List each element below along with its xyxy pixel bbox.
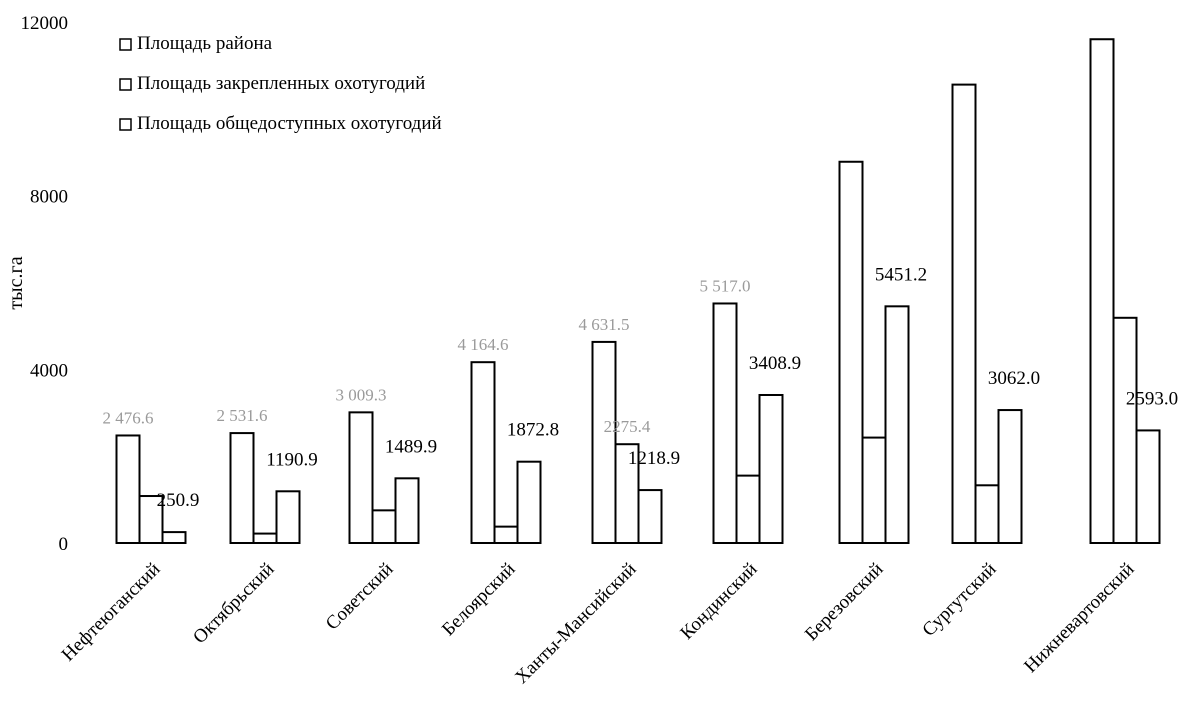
data-label-3-1: 250.9 xyxy=(157,490,200,511)
data-label-2-5: 2275.4 xyxy=(604,417,651,436)
bar-2-1 xyxy=(138,495,164,544)
bars xyxy=(115,38,1161,545)
category-label: Нефтеюганский xyxy=(58,559,165,666)
bar-2-3 xyxy=(371,509,397,545)
bar-3-4 xyxy=(516,460,542,544)
category-label: Нижневартовский xyxy=(1020,559,1138,677)
category-label: Сургутский xyxy=(918,559,1000,641)
data-label-3-6: 3408.9 xyxy=(749,353,801,374)
data-label-1-1: 2 476.6 xyxy=(103,408,154,427)
legend-label: Площадь общедоступных охотугодий xyxy=(137,113,442,134)
data-labels: 2 476.6 250.9 2 531.6 1190.9 3 009.3 1489.9 4 … xyxy=(103,264,1179,511)
bar-3-6 xyxy=(758,393,784,544)
category-labels: Нефтеюганский Октябрьский Советский Белоярс… xyxy=(58,559,1139,688)
data-label-3-3: 1489.9 xyxy=(385,436,437,457)
bar-3-7 xyxy=(884,305,910,544)
data-label-1-2: 2 531.6 xyxy=(217,406,268,425)
data-label-1-5: 4 631.5 xyxy=(579,315,630,334)
bar-1-9 xyxy=(1089,38,1115,544)
category-label: Кондинский xyxy=(676,559,761,644)
data-label-3-4: 1872.8 xyxy=(507,420,559,441)
bar-2-6 xyxy=(735,474,761,545)
bar-3-8 xyxy=(997,409,1023,544)
data-label-3-8: 3062.0 xyxy=(988,368,1040,389)
bar-3-1 xyxy=(161,531,187,544)
data-label-3-2: 1190.9 xyxy=(266,449,318,470)
bar-2-2 xyxy=(252,532,278,545)
bar-3-5 xyxy=(637,489,663,545)
y-tick-label: 12000 xyxy=(21,13,69,34)
bar-1-7 xyxy=(838,160,864,545)
category-label: Белоярский xyxy=(438,559,519,640)
bar-1-6 xyxy=(712,302,738,544)
category-label: Ханты-Мансийский xyxy=(511,559,640,688)
bar-1-1 xyxy=(115,434,141,544)
bar-3-3 xyxy=(394,477,420,544)
y-tick-label: 4000 xyxy=(30,360,68,381)
legend-label: Площадь закрепленных охотугодий xyxy=(137,73,425,94)
legend: Площадь района Площадь закрепленных охоту… xyxy=(119,33,442,134)
data-label-1-4: 4 164.6 xyxy=(458,335,509,354)
y-tick-label: 0 xyxy=(59,534,69,555)
data-label-3-9: 2593.0 xyxy=(1126,388,1178,409)
legend-marker xyxy=(119,118,132,131)
data-label-1-3: 3 009.3 xyxy=(336,385,387,404)
bar-2-7 xyxy=(861,436,887,544)
data-label-1-6: 5 517.0 xyxy=(700,276,751,295)
bar-2-9 xyxy=(1112,316,1138,545)
bar-1-8 xyxy=(951,83,977,544)
category-label: Октябрьский xyxy=(189,559,278,648)
category-label: Березовский xyxy=(801,559,887,645)
bar-1-4 xyxy=(470,361,496,544)
y-axis-title: тыс.га xyxy=(5,256,27,309)
y-tick-label: 8000 xyxy=(30,187,68,208)
bar-3-2 xyxy=(275,490,301,545)
bar-1-3 xyxy=(348,411,374,544)
legend-marker xyxy=(119,38,132,51)
legend-label: Площадь района xyxy=(137,33,273,54)
bar-2-4 xyxy=(493,525,519,544)
bar-3-9 xyxy=(1135,429,1161,545)
data-label-3-5: 1218.9 xyxy=(628,448,680,469)
category-label: Советский xyxy=(322,559,398,635)
bar-1-2 xyxy=(229,432,255,544)
bar-1-5 xyxy=(591,340,617,544)
bar-2-8 xyxy=(974,484,1000,545)
y-axis: 0 4000 8000 12000 xyxy=(21,13,69,555)
legend-marker xyxy=(119,78,132,91)
data-label-3-7: 5451.2 xyxy=(875,264,927,285)
